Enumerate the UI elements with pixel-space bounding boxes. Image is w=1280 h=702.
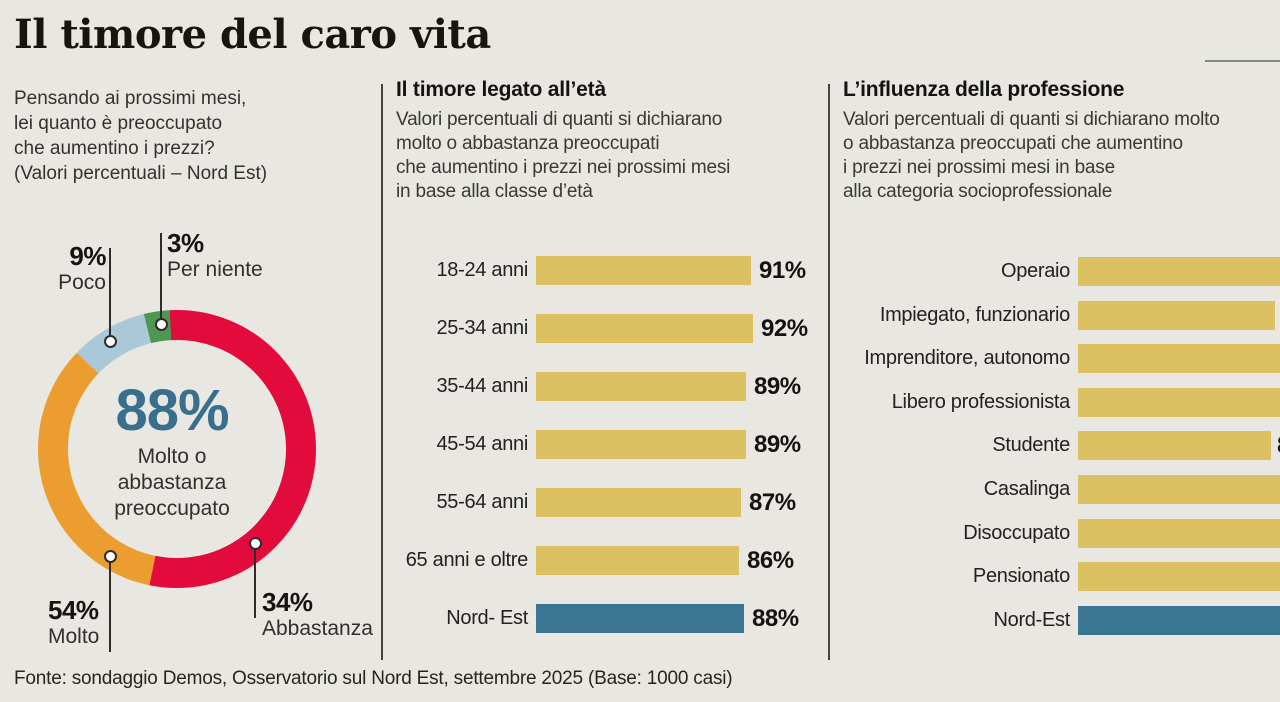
profession-bar-label: Operaio: [1000, 260, 1070, 282]
donut-center: 88% Molto o abbastanza preoccupato: [114, 382, 230, 522]
panel-divider-right: [828, 84, 830, 660]
profession-bar-row: Nord-Est: [843, 605, 1280, 635]
age-bar-row: Nord- Est 88%: [396, 604, 808, 633]
age-bar: [536, 314, 753, 343]
donut-center-value: 88%: [115, 378, 229, 443]
profession-bar-label: Imprenditore, autonomo: [864, 347, 1070, 370]
profession-bar: [1078, 518, 1280, 548]
donut-question-text: Pensando ai prossimi mesi, lei quanto è …: [14, 88, 268, 184]
age-bar-label: 55-64 anni: [436, 491, 528, 513]
profession-bar: [1078, 431, 1271, 461]
callout-dot-poco: [103, 334, 117, 348]
age-chart-subtitle: Valori percentuali di quanti si dichiara…: [396, 109, 731, 202]
age-bar: [536, 372, 746, 401]
age-bar-row: 18-24 anni 91%: [396, 256, 808, 285]
age-bar-value: 91%: [759, 256, 806, 284]
age-bar-value: 86%: [747, 546, 794, 574]
age-bar-label: Nord- Est: [446, 607, 528, 629]
callout-molto-value: 54%: [48, 595, 99, 625]
profession-bar: [1078, 474, 1280, 504]
profession-chart-panel: L’influenza della professione Valori per…: [843, 78, 1280, 635]
age-bar-label: 35-44 anni: [436, 375, 528, 397]
profession-bar-row: Impiegato, funzionario: [843, 300, 1280, 330]
profession-bar-label: Studente: [992, 434, 1070, 457]
page-title: Il timore del caro vita: [14, 11, 491, 58]
callout-per-niente: 3% Per niente: [167, 229, 263, 282]
callout-molto-label: Molto: [48, 625, 100, 648]
age-bar-label: 65 anni e oltre: [405, 549, 529, 571]
donut-chart: 88% Molto o abbastanza preoccupato: [38, 310, 316, 588]
profession-bar-label: Nord-Est: [993, 608, 1070, 631]
profession-bar-value: 8: [1277, 432, 1280, 460]
age-bar-row: 25-34 anni 92%: [396, 314, 808, 343]
top-right-rule: [1205, 60, 1280, 62]
profession-bar: [1078, 257, 1280, 286]
profession-bar-row: Operaio: [843, 257, 1280, 286]
profession-chart-subtitle: Valori percentuali di quanti si dichiara…: [843, 109, 1220, 202]
profession-bar-row: Imprenditore, autonomo: [843, 344, 1280, 374]
profession-bar: [1078, 300, 1275, 330]
callout-dot-per-niente: [154, 317, 168, 331]
profession-chart-title: L’influenza della professione: [843, 78, 1125, 101]
panel-divider-left: [381, 84, 383, 660]
age-bar-value: 88%: [752, 604, 799, 632]
source-note: Fonte: sondaggio Demos, Osservatorio sul…: [14, 668, 733, 689]
callout-abbastanza: 34% Abbastanza: [262, 588, 373, 641]
age-bar-row: 65 anni e oltre 86%: [396, 546, 808, 575]
callout-per-niente-label: Per niente: [167, 258, 263, 281]
age-chart-panel: Il timore legato all’età Valori percentu…: [396, 78, 826, 633]
age-bar-row: 35-44 anni 89%: [396, 372, 808, 401]
donut-center-label: Molto o abbastanza preoccupato: [114, 445, 230, 520]
profession-chart-rows: Operaio Impiegato, funzionario Imprenditor…: [843, 257, 1280, 635]
profession-bar: [1078, 562, 1280, 592]
callout-line-poco: [109, 248, 111, 341]
profession-bar-row: Studente 8: [843, 431, 1280, 461]
profession-bar-row: Libero professionista: [843, 387, 1280, 417]
callout-molto: 54% Molto: [48, 596, 99, 649]
profession-bar: [1078, 344, 1280, 374]
callout-per-niente-value: 3%: [167, 228, 204, 258]
age-bar-label: 25-34 anni: [436, 317, 528, 339]
profession-bar-row: Pensionato: [843, 562, 1280, 592]
age-bar-value: 92%: [761, 314, 808, 342]
profession-bar-label: Pensionato: [972, 565, 1070, 588]
age-chart-title: Il timore legato all’età: [396, 78, 606, 101]
age-bar-row: 55-64 anni 87%: [396, 488, 808, 517]
age-bar: [536, 604, 744, 633]
age-bar-label: 18-24 anni: [436, 259, 528, 281]
age-chart-rows: 18-24 anni 91% 25-34 anni 92% 35-44 anni 89% 4…: [396, 256, 808, 633]
callout-poco: 9% Poco: [40, 242, 106, 295]
age-bar: [536, 546, 739, 575]
profession-bar: [1078, 605, 1280, 635]
callout-abbastanza-value: 34%: [262, 587, 313, 617]
profession-bar-label: Disoccupato: [963, 521, 1070, 544]
callout-line-per-niente: [160, 233, 162, 324]
profession-bar-row: Casalinga: [843, 474, 1280, 504]
age-bar-label: 45-54 anni: [436, 433, 528, 455]
age-bar-value: 89%: [754, 430, 801, 458]
profession-bar-label: Casalinga: [983, 477, 1071, 500]
profession-bar: [1078, 387, 1280, 417]
age-bar: [536, 430, 746, 459]
callout-dot-molto: [103, 549, 117, 563]
donut-hole: 88% Molto o abbastanza preoccupato: [68, 340, 286, 558]
age-bar-value: 87%: [749, 488, 796, 516]
callout-line-molto: [109, 556, 111, 652]
callout-line-abbastanza: [254, 543, 256, 618]
age-bar-row: 45-54 anni 89%: [396, 430, 808, 459]
callout-poco-label: Poco: [58, 271, 106, 294]
age-bar: [536, 256, 751, 285]
profession-bar-label: Libero professionista: [891, 390, 1071, 413]
age-bar: [536, 488, 741, 517]
callout-poco-value: 9%: [69, 241, 106, 271]
callout-dot-abbastanza: [248, 536, 262, 550]
callout-abbastanza-label: Abbastanza: [262, 617, 373, 640]
profession-bar-label: Impiegato, funzionario: [879, 303, 1070, 326]
profession-bar-row: Disoccupato: [843, 518, 1280, 548]
age-bar-value: 89%: [754, 372, 801, 400]
